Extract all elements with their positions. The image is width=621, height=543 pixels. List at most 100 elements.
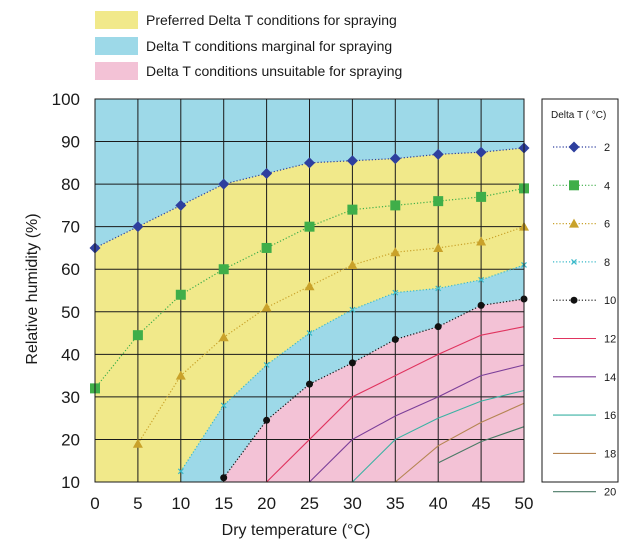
legend-label-8: 8 (604, 257, 610, 269)
series-line-6 (137, 226, 525, 445)
data-point-6 (132, 438, 143, 448)
y-tick-label: 20 (61, 430, 80, 449)
x-tick-label: 45 (472, 494, 491, 513)
data-point-10 (391, 335, 399, 343)
legend-label-10: 10 (604, 295, 616, 307)
data-point-2 (132, 221, 144, 233)
x-tick-label: 15 (214, 494, 233, 513)
x-tick-label: 40 (429, 494, 448, 513)
legend-label-2: 2 (604, 142, 610, 154)
data-point-8 (306, 330, 313, 336)
x-tick-label: 10 (171, 494, 190, 513)
legend-label-20: 20 (604, 487, 616, 499)
legend-marker-4 (569, 180, 579, 191)
x-tick-label: 25 (300, 494, 319, 513)
legend-marker-6 (569, 218, 579, 228)
legend-entries: 2 4 6 8 10 12 14 16 18 20 (553, 141, 616, 499)
series-line-14 (309, 364, 525, 483)
zone-legend-swatch-unsuitable (95, 62, 138, 80)
data-point-6 (304, 281, 315, 291)
zone-legend-swatch-marginal (95, 37, 138, 55)
data-point-10 (220, 474, 228, 482)
data-point-2 (175, 199, 187, 211)
legend-marker-2 (568, 141, 580, 153)
series-line-12 (266, 326, 525, 483)
data-point-2 (475, 146, 487, 158)
data-point-6 (390, 247, 401, 257)
y-tick-label: 30 (61, 388, 80, 407)
series-line-16 (352, 389, 525, 483)
y-tick-label: 70 (61, 218, 80, 237)
data-point-6 (218, 332, 229, 342)
series-legend: Delta T ( °C) 2 4 6 8 10 12 14 16 18 20 (541, 98, 619, 499)
data-point-8 (349, 306, 356, 313)
data-point-4 (132, 330, 143, 341)
zone-legend-label-unsuitable: Delta T conditions unsuitable for sprayi… (146, 63, 402, 79)
x-axis-label: Dry temperature (°C) (222, 522, 371, 539)
data-point-10 (306, 380, 313, 388)
y-tick-label: 90 (61, 133, 80, 152)
x-tick-label: 5 (133, 494, 142, 513)
data-point-8 (478, 276, 485, 283)
data-point-8 (220, 402, 227, 409)
data-point-8 (435, 285, 442, 292)
y-tick-label: 40 (61, 345, 80, 364)
data-point-4 (175, 289, 186, 300)
y-tick-label: 10 (61, 473, 80, 492)
legend-label-18: 18 (604, 448, 616, 460)
legend-label-4: 4 (604, 180, 610, 192)
plot-area (89, 98, 530, 483)
data-point-4 (433, 196, 444, 207)
y-tick-label: 80 (61, 175, 80, 194)
data-point-6 (175, 370, 186, 380)
zone-legend-label-preferred: Preferred Delta T conditions for sprayin… (146, 12, 397, 28)
unsuitable-zone (223, 299, 524, 482)
y-tick-label: 100 (52, 90, 80, 109)
data-point-4 (304, 221, 315, 232)
data-point-4 (347, 204, 358, 215)
data-point-2 (432, 148, 444, 160)
x-tick-label: 35 (386, 494, 405, 513)
data-point-10 (477, 301, 485, 309)
zone-legend-swatch-preferred (95, 11, 138, 29)
series-line-2 (94, 147, 525, 249)
x-tick-label: 20 (257, 494, 276, 513)
data-point-10 (348, 359, 356, 367)
data-point-8 (392, 289, 399, 296)
x-tick-label: 50 (515, 494, 534, 513)
legend-label-16: 16 (604, 410, 616, 422)
x-tick-label: 0 (90, 494, 99, 513)
x-tick-label: 30 (343, 494, 362, 513)
legend-label-14: 14 (604, 372, 616, 384)
data-point-6 (476, 236, 487, 246)
legend-label-6: 6 (604, 219, 610, 231)
data-point-4 (390, 200, 401, 211)
data-point-6 (347, 259, 358, 269)
data-point-2 (261, 167, 273, 179)
data-point-2 (346, 155, 358, 167)
y-tick-label: 60 (61, 260, 80, 279)
plot-frame (94, 98, 525, 483)
data-point-8 (177, 468, 184, 475)
data-point-10 (263, 416, 271, 424)
data-point-2 (389, 153, 401, 165)
axes: 0 5 10 15 20 25 30 35 40 45 50 10 20 30 40 50 60 70 80 90 10… (52, 90, 534, 513)
series-legend-box (541, 98, 619, 483)
data-point-4 (476, 191, 487, 202)
data-point-10 (434, 323, 442, 331)
zone-legend-label-marginal: Delta T conditions marginal for spraying (146, 38, 392, 54)
series-line-18 (394, 402, 525, 483)
legend-marker-10 (570, 296, 578, 304)
series-legend-title: Delta T ( °C) (551, 110, 606, 121)
data-point-4 (261, 242, 272, 253)
legend-label-12: 12 (604, 334, 616, 346)
series-line-10 (223, 298, 525, 479)
data-point-6 (433, 242, 444, 252)
data-point-6 (261, 302, 272, 312)
data-point-8 (263, 362, 270, 368)
y-axis-label: Relative humidity (%) (24, 213, 41, 364)
zone-legend: Preferred Delta T conditions for sprayin… (95, 11, 402, 80)
y-tick-label: 50 (61, 303, 80, 322)
series-markers (89, 142, 530, 482)
